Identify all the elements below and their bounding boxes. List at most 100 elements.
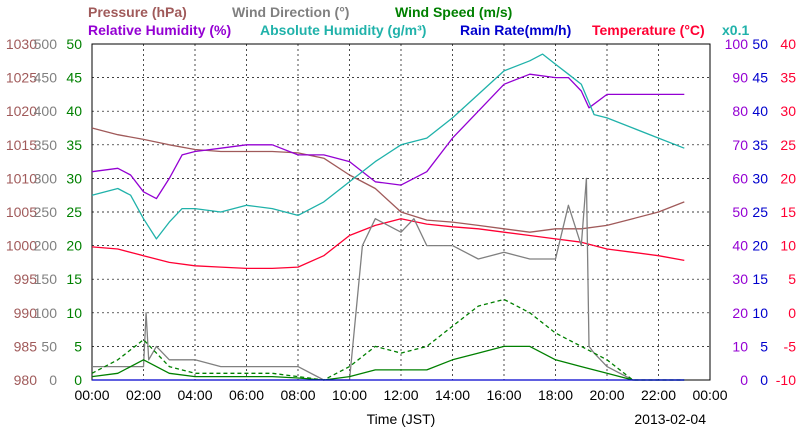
y-axes: 9809859909951000100510101015102010251030… xyxy=(6,36,796,388)
y-tick-label-pressure: 995 xyxy=(14,271,38,287)
legend-entry: Rain Rate(mm/h) xyxy=(460,22,571,38)
x-axis-label: Time (JST) xyxy=(367,411,436,427)
legend-scale-note: x0.1 xyxy=(722,22,749,38)
y-tick-label-rain-rate: 30 xyxy=(752,170,768,186)
y-tick-label-pressure: 1030 xyxy=(6,36,37,52)
y-tick-label-wind-speed: 25 xyxy=(66,204,82,220)
x-tick-label: 04:00 xyxy=(177,387,212,403)
y-tick-label-wind-dir: 500 xyxy=(34,36,58,52)
y-tick-label-wind-speed: 15 xyxy=(66,271,82,287)
y-tick-label-wind-speed: 35 xyxy=(66,137,82,153)
y-tick-label-temperature: 30 xyxy=(780,103,796,119)
y-tick-label-humidity: 60 xyxy=(732,170,748,186)
y-tick-label-rain-rate: 20 xyxy=(752,238,768,254)
y-tick-label-humidity: 70 xyxy=(732,137,748,153)
x-tick-label: 02:00 xyxy=(126,387,161,403)
y-tick-label-wind-dir: 250 xyxy=(34,204,58,220)
x-tick-label: 12:00 xyxy=(383,387,418,403)
x-tick-label: 14:00 xyxy=(435,387,470,403)
y-tick-label-rain-rate: 10 xyxy=(752,305,768,321)
y-tick-label-pressure: 1010 xyxy=(6,170,37,186)
x-tick-label: 06:00 xyxy=(229,387,264,403)
y-tick-label-wind-speed: 40 xyxy=(66,103,82,119)
y-tick-label-pressure: 1020 xyxy=(6,103,37,119)
x-tick-label: 22:00 xyxy=(641,387,676,403)
y-tick-label-humidity: 100 xyxy=(725,36,749,52)
grid xyxy=(92,44,710,380)
x-tick-label: 08:00 xyxy=(280,387,315,403)
y-tick-label-temperature: 20 xyxy=(780,170,796,186)
y-tick-label-humidity: 90 xyxy=(732,70,748,86)
legend-entry: Relative Humidity (%) xyxy=(88,22,231,38)
x-tick-label: 16:00 xyxy=(486,387,521,403)
legend-entry: Temperature (°C) xyxy=(592,22,705,38)
y-tick-label-humidity: 50 xyxy=(732,204,748,220)
y-tick-label-temperature: 40 xyxy=(780,36,796,52)
x-tick-label: 20:00 xyxy=(589,387,624,403)
y-tick-label-temperature: -5 xyxy=(784,338,797,354)
series-line-pressure-hpa xyxy=(91,127,685,233)
y-tick-label-humidity: 80 xyxy=(732,103,748,119)
y-tick-label-humidity: 40 xyxy=(732,238,748,254)
y-tick-label-wind-dir: 400 xyxy=(34,103,58,119)
legend-entry: Absolute Humidity (g/m³) xyxy=(260,22,426,38)
series-line-relative-humidity xyxy=(91,73,685,200)
series-line-wind-direction xyxy=(92,177,685,381)
series-line-temperature-c xyxy=(91,218,685,270)
y-tick-label-pressure: 1015 xyxy=(6,137,37,153)
y-tick-label-humidity: 0 xyxy=(740,372,748,388)
y-tick-label-rain-rate: 40 xyxy=(752,103,768,119)
y-tick-label-humidity: 20 xyxy=(732,305,748,321)
y-tick-label-wind-dir: 350 xyxy=(34,137,58,153)
date-label: 2013-02-04 xyxy=(634,411,706,427)
x-tick-label: 00:00 xyxy=(692,387,727,403)
series-line-wind-gust-m-s xyxy=(91,298,685,381)
y-tick-label-wind-speed: 5 xyxy=(74,338,82,354)
y-tick-label-wind-dir: 0 xyxy=(49,372,57,388)
y-tick-label-wind-speed: 30 xyxy=(66,170,82,186)
y-tick-label-wind-speed: 45 xyxy=(66,70,82,86)
x-tick-label: 18:00 xyxy=(538,387,573,403)
y-tick-label-pressure: 985 xyxy=(14,338,38,354)
legend-entry: Wind Speed (m/s) xyxy=(395,4,512,20)
y-tick-label-wind-dir: 100 xyxy=(34,305,58,321)
legend-entry: Pressure (hPa) xyxy=(88,4,187,20)
series-line-wind-speed-m-s xyxy=(91,345,685,381)
y-tick-label-rain-rate: 45 xyxy=(752,70,768,86)
y-tick-label-temperature: -10 xyxy=(776,372,796,388)
y-tick-label-wind-dir: 50 xyxy=(41,338,57,354)
y-tick-label-pressure: 1005 xyxy=(6,204,37,220)
legend: Pressure (hPa) Wind Direction (°) Wind Spe… xyxy=(88,4,749,38)
y-tick-label-rain-rate: 50 xyxy=(752,36,768,52)
series-group xyxy=(91,53,685,381)
x-axis: 00:00 02:00 04:00 06:00 08:00 10:00 12:00 14:00… xyxy=(74,387,727,427)
y-tick-label-temperature: 35 xyxy=(780,70,796,86)
y-tick-label-wind-speed: 0 xyxy=(74,372,82,388)
y-tick-label-wind-dir: 450 xyxy=(34,70,58,86)
y-tick-label-temperature: 10 xyxy=(780,238,796,254)
y-tick-label-rain-rate: 5 xyxy=(760,338,768,354)
y-tick-label-temperature: 15 xyxy=(780,204,796,220)
y-tick-label-pressure: 1000 xyxy=(6,238,37,254)
y-tick-label-temperature: 0 xyxy=(788,305,796,321)
legend-entry: Wind Direction (°) xyxy=(232,4,349,20)
y-tick-label-temperature: 5 xyxy=(788,271,796,287)
series-line-absolute-humidity-g-m xyxy=(91,53,685,240)
y-tick-label-wind-speed: 50 xyxy=(66,36,82,52)
y-tick-label-humidity: 30 xyxy=(732,271,748,287)
y-tick-label-rain-rate: 0 xyxy=(760,372,768,388)
y-tick-label-humidity: 10 xyxy=(732,338,748,354)
y-tick-label-wind-speed: 10 xyxy=(66,305,82,321)
y-tick-label-temperature: 25 xyxy=(780,137,796,153)
x-tick-label: 00:00 xyxy=(74,387,109,403)
y-tick-label-rain-rate: 15 xyxy=(752,271,768,287)
y-tick-label-pressure: 990 xyxy=(14,305,38,321)
x-tick-label: 10:00 xyxy=(332,387,367,403)
y-tick-label-pressure: 980 xyxy=(14,372,38,388)
y-tick-label-pressure: 1025 xyxy=(6,70,37,86)
y-tick-label-wind-speed: 20 xyxy=(66,238,82,254)
y-tick-label-rain-rate: 25 xyxy=(752,204,768,220)
y-tick-label-rain-rate: 35 xyxy=(752,137,768,153)
y-tick-label-wind-dir: 300 xyxy=(34,170,58,186)
